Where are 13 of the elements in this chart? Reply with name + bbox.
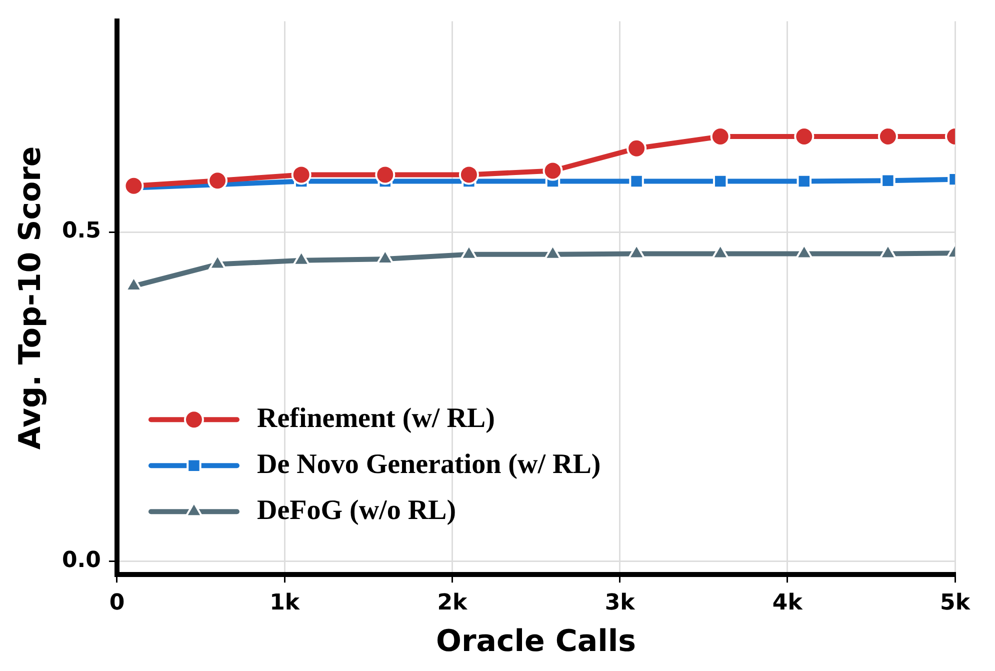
- x-tick-label: 5k: [940, 590, 972, 616]
- x-tick-label: 4k: [772, 590, 804, 616]
- legend-label: De Novo Generation (w/ RL): [256, 448, 601, 480]
- x-tick-label: 3k: [604, 590, 636, 616]
- x-tick-label: 0: [109, 590, 125, 616]
- y-tick-label: 0.5: [62, 218, 101, 244]
- legend-label: DeFoG (w/o RL): [256, 494, 456, 526]
- y-tick-label: 0.0: [62, 548, 101, 574]
- x-axis-title: Oracle Calls: [436, 624, 636, 659]
- legend-label: Refinement (w/ RL): [256, 402, 495, 434]
- y-axis-title: Avg. Top-10 Score: [12, 146, 48, 450]
- x-tick-label: 1k: [270, 590, 301, 616]
- x-tick-label: 2k: [437, 590, 469, 616]
